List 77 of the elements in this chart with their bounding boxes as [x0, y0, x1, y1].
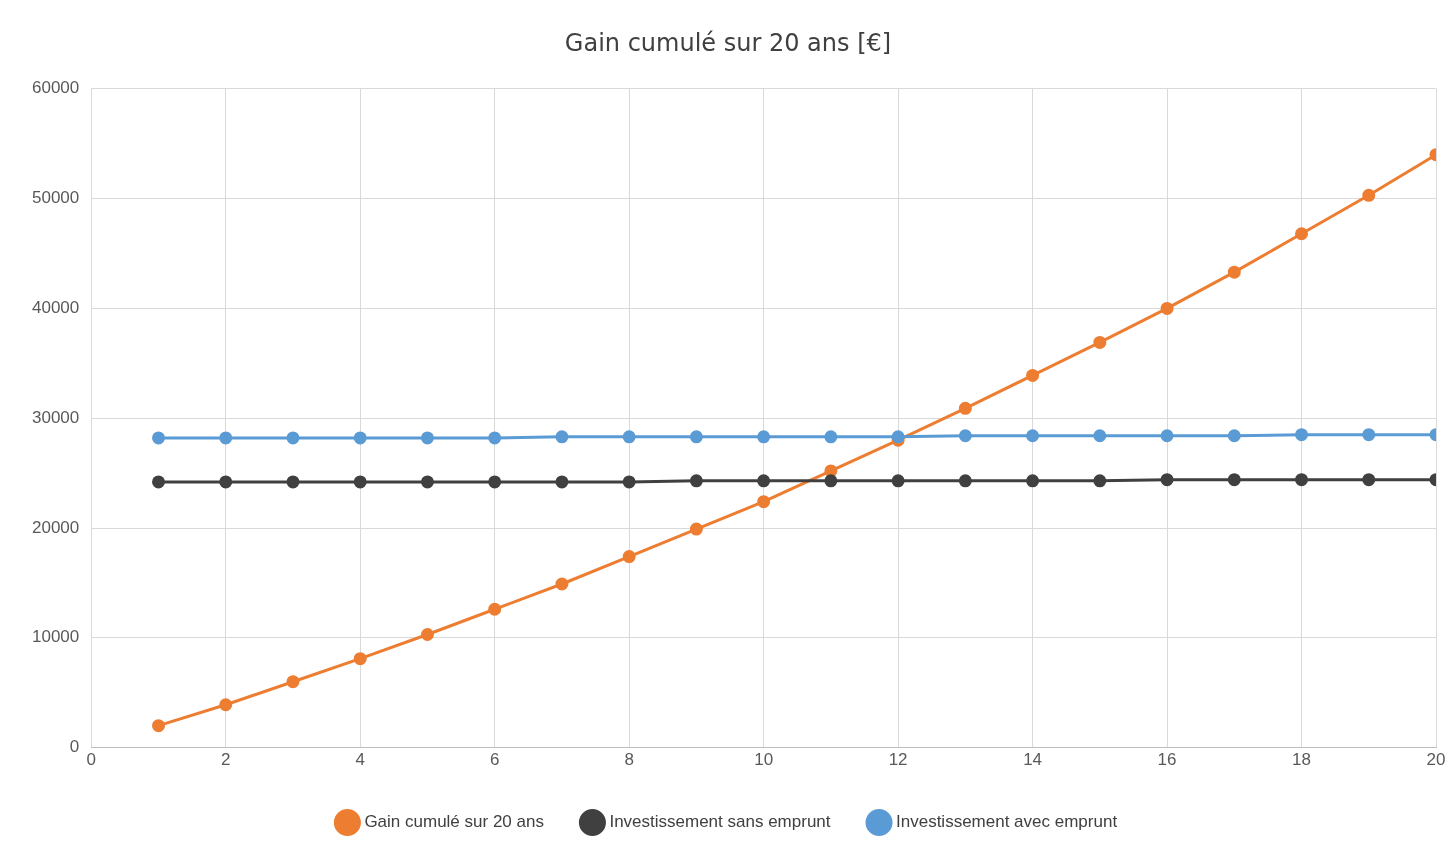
- point: [1160, 301, 1174, 315]
- x-tick-label: 10: [754, 750, 774, 770]
- point: [1026, 368, 1040, 382]
- x-tick-label: 16: [1157, 750, 1177, 770]
- x-tick-label: 12: [888, 750, 908, 770]
- point: [757, 495, 771, 509]
- point: [1026, 429, 1040, 443]
- x-tick-label: 8: [624, 750, 634, 770]
- point: [353, 652, 367, 666]
- point: [1227, 429, 1241, 443]
- point: [219, 475, 233, 489]
- x-tick-label: 18: [1292, 750, 1311, 770]
- point: [286, 675, 300, 689]
- point: [286, 475, 300, 489]
- point: [1227, 265, 1241, 279]
- point: [1093, 335, 1107, 349]
- point: [622, 430, 636, 444]
- y-tick-label: 60000: [31, 78, 80, 98]
- x-tick-label: 0: [86, 750, 97, 770]
- point: [286, 431, 300, 445]
- legend-label: Investissement sans emprunt: [609, 812, 831, 832]
- x-tick-label: 20: [1426, 750, 1446, 770]
- legend-label: Investissement avec emprunt: [896, 812, 1118, 832]
- point: [757, 474, 771, 488]
- point: [555, 430, 569, 444]
- point: [891, 474, 905, 488]
- point: [353, 431, 367, 445]
- x-tick-label: 2: [221, 750, 231, 770]
- point: [824, 430, 838, 444]
- y-tick-label: 30000: [31, 407, 80, 427]
- point: [1227, 473, 1241, 487]
- point: [1093, 429, 1107, 443]
- point: [1160, 429, 1174, 443]
- point: [488, 431, 502, 445]
- point: [1362, 473, 1376, 487]
- point: [420, 475, 434, 489]
- point: [488, 602, 502, 616]
- point: [689, 430, 703, 444]
- y-tick-label: 20000: [31, 517, 80, 537]
- point: [958, 474, 972, 488]
- y-tick-label: 10000: [31, 627, 80, 647]
- point: [1295, 473, 1309, 487]
- y-tick-label: 50000: [31, 188, 80, 208]
- point: [689, 474, 703, 488]
- point: [1362, 428, 1376, 442]
- point: [622, 475, 636, 489]
- point: [622, 550, 636, 564]
- point: [824, 464, 838, 478]
- point: [152, 431, 166, 445]
- point: [958, 401, 972, 415]
- point: [1093, 474, 1107, 488]
- point: [1026, 474, 1040, 488]
- point: [689, 522, 703, 536]
- point: [555, 577, 569, 591]
- point: [152, 719, 166, 733]
- point: [757, 430, 771, 444]
- point: [1362, 188, 1376, 202]
- y-tick-label: 0: [69, 737, 80, 757]
- y-tick-label: 40000: [31, 298, 80, 318]
- chart-title: Gain cumulé sur 20 ans [€]: [564, 28, 892, 57]
- legend-label: Gain cumulé sur 20 ans: [364, 812, 544, 832]
- x-tick-label: 4: [355, 750, 365, 770]
- x-tick-label: 14: [1023, 750, 1043, 770]
- point: [219, 698, 233, 712]
- point: [958, 429, 972, 443]
- point: [555, 475, 569, 489]
- point: [152, 475, 166, 489]
- point: [1160, 473, 1174, 487]
- point: [488, 475, 502, 489]
- point: [420, 628, 434, 642]
- point: [824, 474, 838, 488]
- point: [219, 431, 233, 445]
- point: [353, 475, 367, 489]
- point: [420, 431, 434, 445]
- x-tick-label: 6: [489, 750, 500, 770]
- point: [1295, 428, 1309, 442]
- point: [1295, 227, 1309, 241]
